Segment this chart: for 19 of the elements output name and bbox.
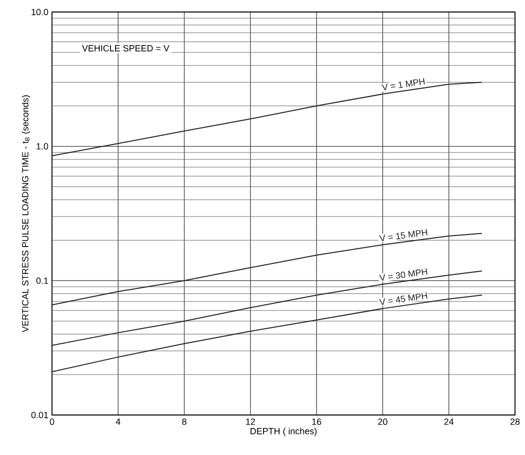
x-tick-label: 0 xyxy=(50,418,54,425)
y-tick-label: 1.0 xyxy=(36,143,48,150)
x-tick-label: 20 xyxy=(378,418,388,425)
annotation: VEHICLE SPEED = V xyxy=(82,45,170,52)
text: V = 45 MPH xyxy=(379,292,428,305)
x-axis-title: DEPTH ( inches) xyxy=(250,428,317,436)
x-tick-label: 16 xyxy=(312,418,322,425)
text: V = 1 MPH xyxy=(382,78,425,90)
text: V = 30 MPH xyxy=(379,268,428,281)
x-tick-label: 8 xyxy=(182,418,186,425)
y-tick-label: 10.0 xyxy=(32,8,48,16)
x-tick-label: 28 xyxy=(510,418,520,425)
y-axis-title: VERTICAL STRESS PULSE LOADING TIME - t$_{B}$ (seconds) xyxy=(22,95,30,332)
x-tick-label: 24 xyxy=(444,418,454,425)
x-tick-label: 12 xyxy=(246,418,255,425)
x-tick-label: 4 xyxy=(116,418,120,425)
y-tick-label: 0.1 xyxy=(36,277,48,284)
text: V = 15 MPH xyxy=(379,229,428,242)
y-tick-label: 0.01 xyxy=(31,412,48,418)
